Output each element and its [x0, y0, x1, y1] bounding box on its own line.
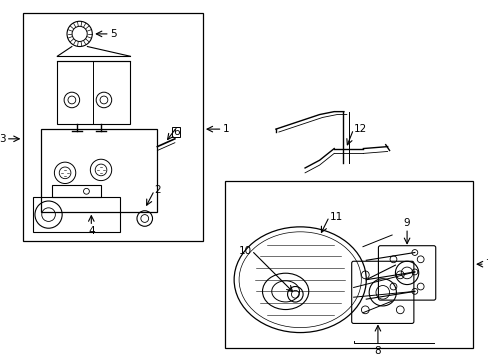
Text: 6: 6 [173, 127, 180, 137]
Bar [23, 13, 203, 241]
Text: 4: 4 [88, 226, 94, 236]
Text: 1: 1 [222, 124, 229, 134]
Text: 11: 11 [329, 212, 342, 221]
Bar [225, 181, 472, 348]
Text: 8: 8 [374, 346, 381, 356]
Text: 7: 7 [484, 259, 488, 269]
Bar [172, 127, 180, 137]
Text: 9: 9 [403, 218, 409, 228]
Text: 5: 5 [109, 29, 116, 39]
Text: 12: 12 [353, 124, 366, 134]
Bar [57, 61, 130, 124]
Text: 3: 3 [0, 134, 6, 144]
Bar [33, 197, 120, 232]
Text: 10: 10 [238, 246, 251, 256]
Bar [41, 129, 157, 212]
Text: 2: 2 [154, 185, 161, 195]
